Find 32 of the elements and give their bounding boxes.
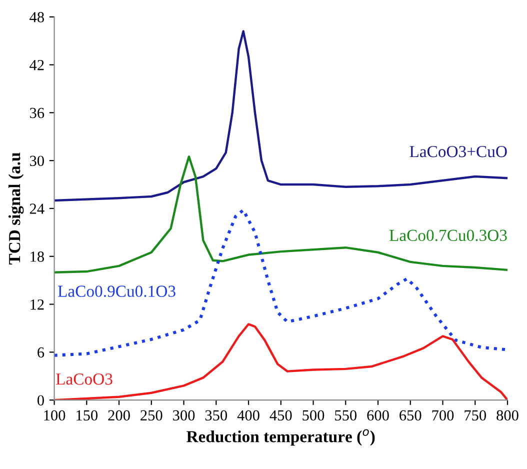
y-tick-label: 36 <box>30 108 44 118</box>
x-tick-label: 250 <box>140 410 162 421</box>
y-tick-label: 42 <box>30 60 44 70</box>
x-tick-label: 150 <box>76 410 98 421</box>
series-label: LaCo0.9Cu0.1O3 <box>58 286 176 297</box>
x-tick-label: 100 <box>44 410 66 421</box>
line-series <box>54 208 508 357</box>
x-tick-label: 500 <box>302 410 324 421</box>
series-label: LaCoO3+CuO <box>410 146 507 158</box>
y-tick-label: 24 <box>30 204 44 214</box>
y-tick-label: 48 <box>30 12 44 22</box>
series-label: LaCoO3 <box>56 373 112 385</box>
x-tick-label: 600 <box>367 410 389 421</box>
y-axis-title: TCD signal (a.u <box>8 152 24 264</box>
series-label: LaCo0.7Cu0.3O3 <box>389 230 507 242</box>
x-tick-label: 400 <box>237 410 260 421</box>
x-tick-label: 450 <box>270 410 292 421</box>
x-tick-label: 300 <box>173 410 195 421</box>
x-tick-label: 350 <box>205 410 228 421</box>
y-tick-label: 0 <box>38 395 44 406</box>
x-tick-label: 700 <box>432 410 454 421</box>
x-tick-label: 550 <box>335 410 357 421</box>
x-tick-label: 200 <box>108 410 130 421</box>
x-axis-title: Reduction temperature ($^{o}$) <box>186 429 375 446</box>
y-tick-label: 12 <box>30 299 44 310</box>
y-tick-label: 6 <box>38 347 44 358</box>
y-tick-label: 18 <box>30 252 44 262</box>
x-tick-label: 650 <box>400 410 422 421</box>
line-series <box>54 30 508 202</box>
x-tick-label: 750 <box>464 410 486 421</box>
x-tick-label: 800 <box>496 410 518 421</box>
y-tick-label: 30 <box>30 156 44 166</box>
